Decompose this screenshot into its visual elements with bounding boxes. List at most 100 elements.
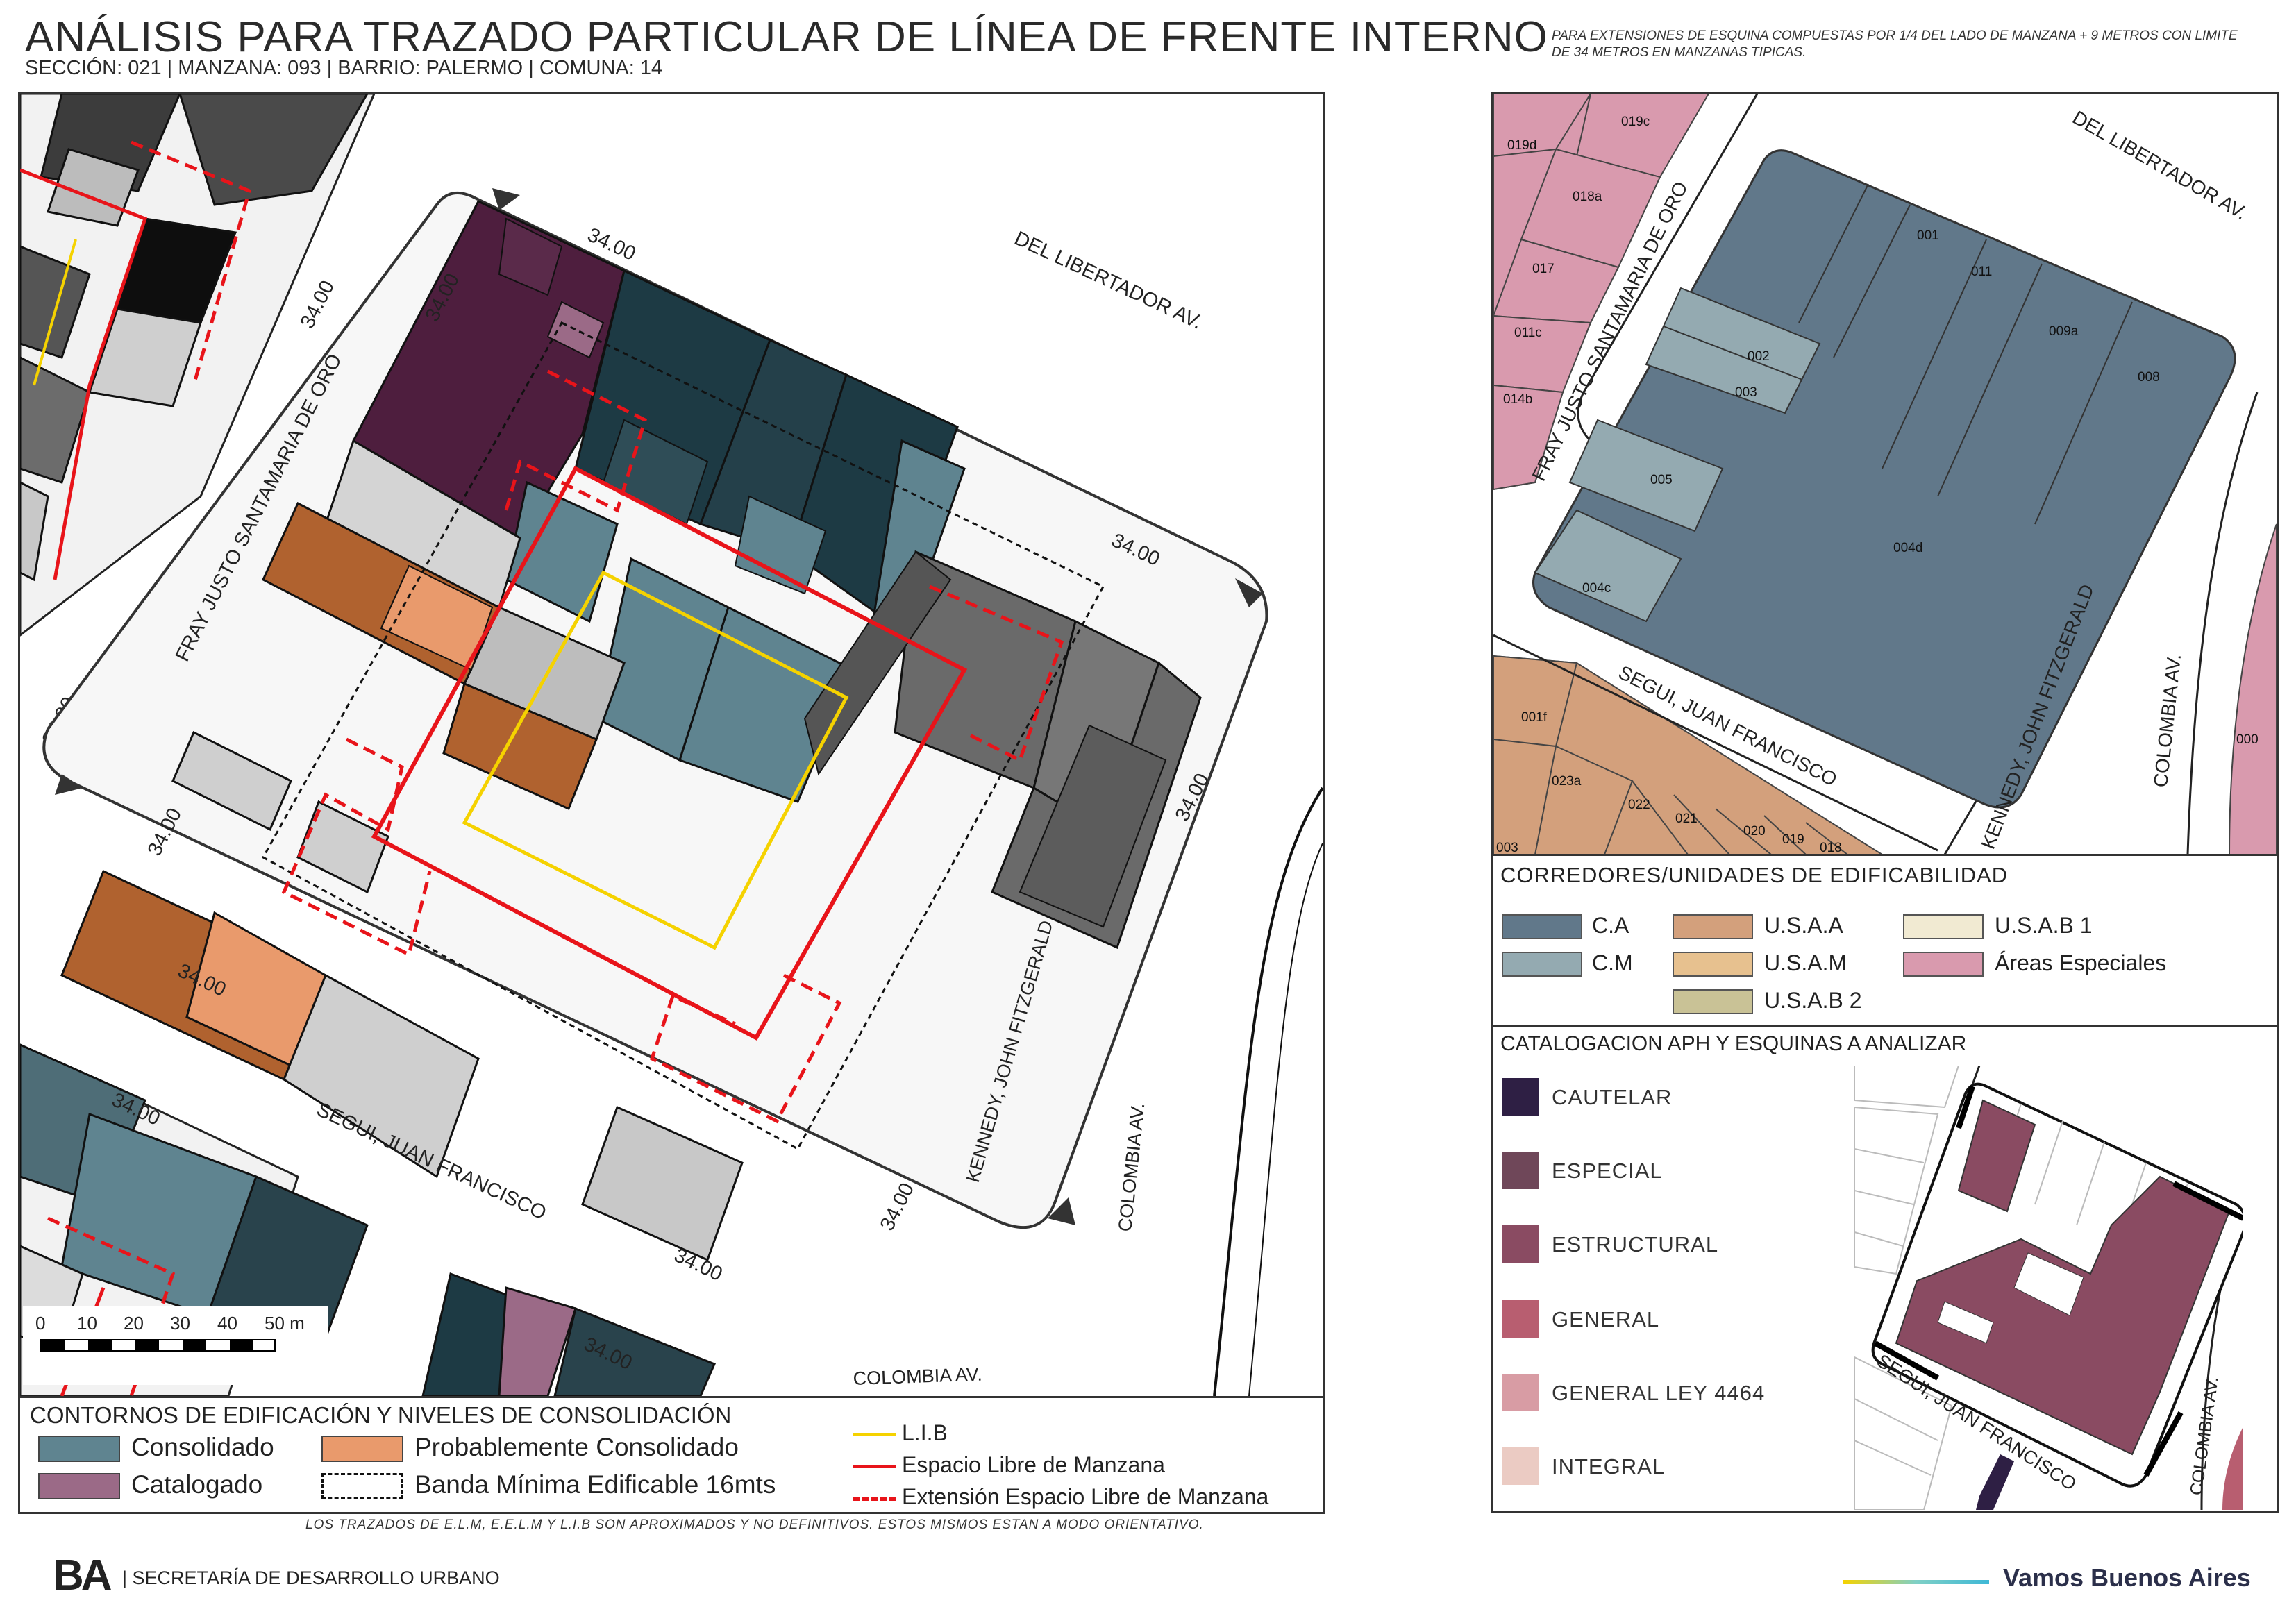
label-usab1: U.S.A.B 1 — [1995, 913, 2093, 938]
label-estructural: ESTRUCTURAL — [1552, 1232, 1719, 1256]
swatch-estructural — [1502, 1225, 1539, 1263]
swatch-ca — [1502, 914, 1582, 939]
aph-mini-map[interactable]: SEGUI, JUAN FRANCISCO COLOMBIA AV. — [1854, 1066, 2243, 1510]
legend-label-catalogado: Catalogado — [131, 1470, 263, 1499]
label-cautelar: CAUTELAR — [1552, 1085, 1673, 1109]
legend-label-banda: Banda Mínima Edificable 16mts — [414, 1470, 776, 1499]
usaa-block — [1493, 655, 1884, 855]
parcel-label: 003 — [1496, 841, 1518, 855]
parcel-label: 014b — [1503, 392, 1532, 407]
parcel-label: 022 — [1628, 798, 1650, 812]
colombia-avenue-line — [1248, 843, 1323, 1396]
parcel-label: 011c — [1514, 326, 1542, 340]
swatch-usab2 — [1673, 989, 1753, 1014]
scale-tick: 40 — [217, 1313, 237, 1334]
parcel-label: 018a — [1573, 190, 1602, 204]
label-especial: ESPECIAL — [1552, 1159, 1663, 1183]
corredores-legend-panel: CORREDORES/UNIDADES DE EDIFICABILIDAD C.… — [1491, 854, 2279, 1027]
label-usaa: U.S.A.A — [1764, 913, 1843, 938]
legend-line-elm — [853, 1465, 896, 1468]
legend-label-probablemente: Probablemente Consolidado — [414, 1433, 739, 1461]
swatch-general-ley — [1502, 1374, 1539, 1411]
legend-swatch-catalogado — [38, 1473, 120, 1499]
parcel-label: 004d — [1893, 541, 1922, 555]
scale-tick: 10 — [77, 1313, 97, 1334]
corredores-legend-title: CORREDORES/UNIDADES DE EDIFICABILIDAD — [1500, 863, 2009, 887]
legend-label-consolidado: Consolidado — [131, 1433, 274, 1461]
corner-marker — [55, 774, 83, 795]
parcel-label: 011 — [1971, 264, 1992, 279]
parcel-map-panel: 001 011 009a 008 002 003 005 004d 004c 0… — [1491, 92, 2279, 857]
swatch-areas — [1903, 952, 1984, 977]
colombia-avenue-curb — [1213, 787, 1323, 1396]
legend-line-eelm — [853, 1497, 896, 1501]
label-integral: INTEGRAL — [1552, 1454, 1666, 1479]
main-legend-panel: CONTORNOS DE EDIFICACIÓN Y NIVELES DE CO… — [18, 1396, 1325, 1514]
parcel-label: 000 — [2236, 732, 2259, 747]
swatch-especial — [1502, 1152, 1539, 1189]
banda-minima-edificable — [261, 321, 1105, 1151]
corner-marker — [1235, 578, 1263, 607]
legend-label-eelm: Extensión Espacio Libre de Manzana — [902, 1484, 1269, 1509]
ba-logo: BA — [53, 1551, 112, 1599]
label-general-ley: GENERAL LEY 4464 — [1552, 1381, 1766, 1405]
swatch-usam — [1673, 952, 1753, 977]
corner-marker — [1048, 1197, 1075, 1225]
label-ca: C.A — [1592, 913, 1629, 938]
areas-especiales-block — [1493, 94, 1710, 491]
page-title: ANÁLISIS PARA TRAZADO PARTICULAR DE LÍNE… — [25, 13, 1548, 61]
page-subtitle: SECCIÓN: 021 | MANZANA: 093 | BARRIO: PA… — [25, 57, 663, 79]
swatch-cm — [1502, 952, 1582, 977]
main-legend-title: CONTORNOS DE EDIFICACIÓN Y NIVELES DE CO… — [30, 1402, 732, 1428]
parcel-label: 002 — [1748, 349, 1770, 364]
parcel-label: 003 — [1735, 385, 1757, 400]
parcel-label: 008 — [2138, 370, 2160, 385]
legend-swatch-banda — [321, 1473, 403, 1499]
parcel-label: 001f — [1521, 710, 1548, 725]
swatch-cautelar — [1502, 1078, 1539, 1116]
footer-slogan: Vamos Buenos Aires — [2003, 1563, 2251, 1592]
legend-label-elm: Espacio Libre de Manzana — [902, 1452, 1165, 1477]
swatch-usaa — [1673, 914, 1753, 939]
espacio-libre-de-manzana — [371, 465, 968, 1041]
main-map[interactable]: 34.00 34.00 34.00 34.00 — [20, 94, 1323, 1396]
label-usam: U.S.A.M — [1764, 950, 1847, 975]
legend-label-lib: L.I.B — [902, 1420, 948, 1445]
areas-especiales-right — [2228, 523, 2277, 855]
disclaimer: LOS TRAZADOS DE E.L.M, E.E.L.M Y L.I.B S… — [305, 1517, 1204, 1532]
parcel-label: 018 — [1820, 841, 1842, 855]
parcel-label: 019c — [1621, 115, 1650, 129]
label-general: GENERAL — [1552, 1307, 1660, 1331]
parcel-label: 021 — [1675, 812, 1698, 826]
street-label-colombia-bottom: COLOMBIA AV. — [853, 1364, 982, 1389]
parcel-label: 009a — [2049, 324, 2079, 339]
scale-tick: 0 — [35, 1313, 46, 1334]
parcel-label: 019d — [1507, 138, 1536, 153]
label-areas: Áreas Especiales — [1995, 950, 2167, 975]
swatch-general — [1502, 1300, 1539, 1338]
block-buildings — [60, 200, 1202, 1262]
scale-bar: 0 10 20 30 40 50 m — [23, 1306, 328, 1385]
parcel-label: 001 — [1917, 228, 1939, 243]
label-cm: C.M — [1592, 950, 1633, 975]
footer-org: | SECRETARÍA DE DESARROLLO URBANO — [122, 1567, 500, 1588]
parcel-map[interactable]: 001 011 009a 008 002 003 005 004d 004c 0… — [1493, 94, 2277, 855]
slogan-gradient-line — [1843, 1580, 1989, 1584]
parcel-label: 023a — [1552, 774, 1582, 789]
parcel-label: 004c — [1582, 581, 1611, 596]
main-map-panel: 34.00 34.00 34.00 34.00 — [18, 92, 1325, 1398]
corner-marker — [492, 188, 520, 210]
header-note: PARA EXTENSIONES DE ESQUINA COMPUESTAS P… — [1552, 28, 2238, 60]
parcel-label: 005 — [1650, 473, 1673, 487]
label-usab2: U.S.A.B 2 — [1764, 988, 1862, 1013]
legend-line-lib — [853, 1433, 896, 1436]
parcel-label: 019 — [1782, 832, 1804, 847]
aph-legend-panel: CATALOGACION APH Y ESQUINAS A ANALIZAR C… — [1491, 1025, 2279, 1513]
legend-swatch-consolidado — [38, 1436, 120, 1462]
aph-legend-title: CATALOGACION APH Y ESQUINAS A ANALIZAR — [1500, 1032, 1967, 1055]
scale-tick: 50 m — [265, 1313, 305, 1334]
swatch-usab1 — [1903, 914, 1984, 939]
parcel-label: 020 — [1743, 824, 1766, 839]
legend-swatch-probablemente — [321, 1436, 403, 1462]
parcel-label: 017 — [1532, 262, 1555, 276]
